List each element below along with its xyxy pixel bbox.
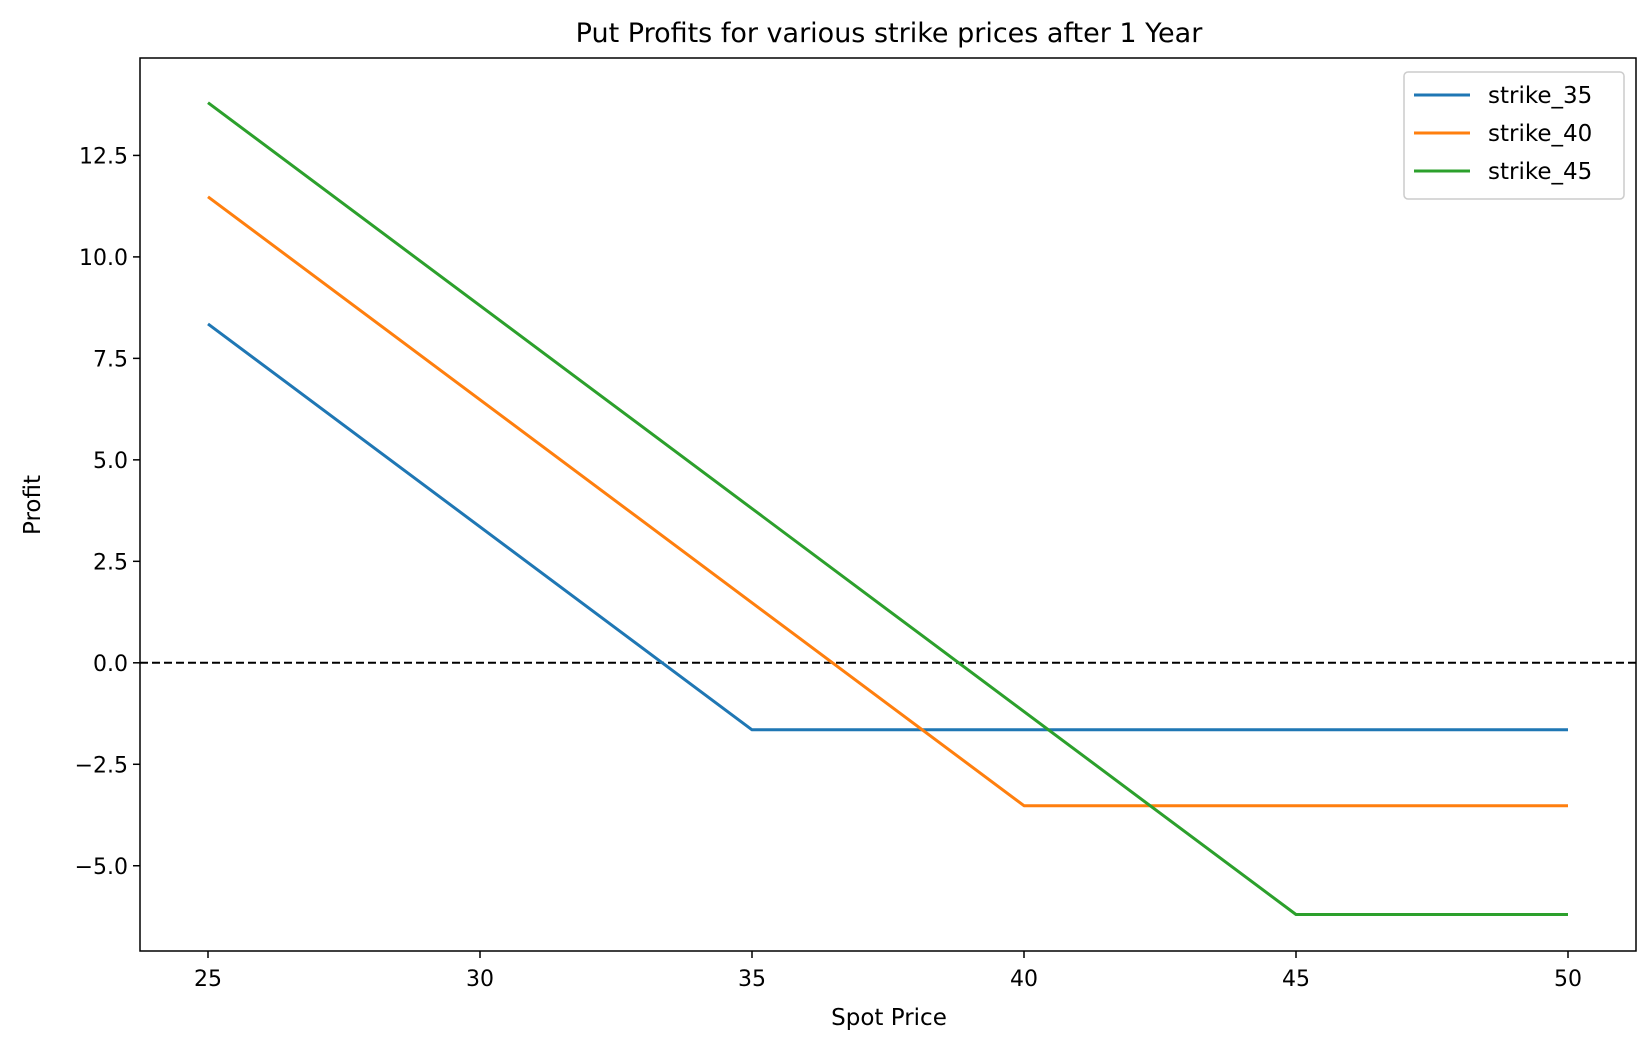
y-tick-label: 10.0 [79, 246, 128, 271]
y-tick-label: 12.5 [79, 144, 128, 169]
y-axis-label: Profit [20, 475, 46, 535]
x-axis-label: Spot Price [831, 1005, 947, 1031]
y-tick-label: 5.0 [93, 449, 128, 474]
x-axis: 25 30 35 40 45 50 [194, 951, 1582, 992]
x-tick-label: 50 [1554, 967, 1582, 992]
series-line-strike_45 [207, 101, 1568, 916]
x-tick-label: 30 [466, 967, 494, 992]
y-tick-label: 0.0 [93, 652, 128, 677]
series-line-strike_40 [207, 195, 1568, 808]
y-tick-label: −2.5 [75, 753, 128, 778]
x-tick-label: 40 [1010, 967, 1038, 992]
chart-title: Put Profits for various strike prices af… [576, 18, 1204, 49]
legend-label-strike_35: strike_35 [1488, 83, 1592, 109]
x-tick-label: 45 [1282, 967, 1310, 992]
plot-frame [139, 57, 1637, 952]
legend-label-strike_45: strike_45 [1488, 159, 1592, 185]
series-group [207, 101, 1568, 916]
legend: strike_35 strike_40 strike_45 [1403, 71, 1625, 200]
x-tick-label: 25 [194, 967, 222, 992]
y-tick-label: −5.0 [75, 855, 128, 880]
y-axis: −5.0 −2.5 0.0 2.5 5.0 7.5 10.0 12.5 [75, 144, 140, 880]
x-tick-label: 35 [738, 967, 766, 992]
legend-box [1403, 71, 1625, 200]
legend-label-strike_40: strike_40 [1488, 121, 1592, 147]
y-tick-label: 2.5 [93, 550, 128, 575]
series-line-strike_35 [207, 322, 1568, 732]
y-tick-label: 7.5 [93, 347, 128, 372]
